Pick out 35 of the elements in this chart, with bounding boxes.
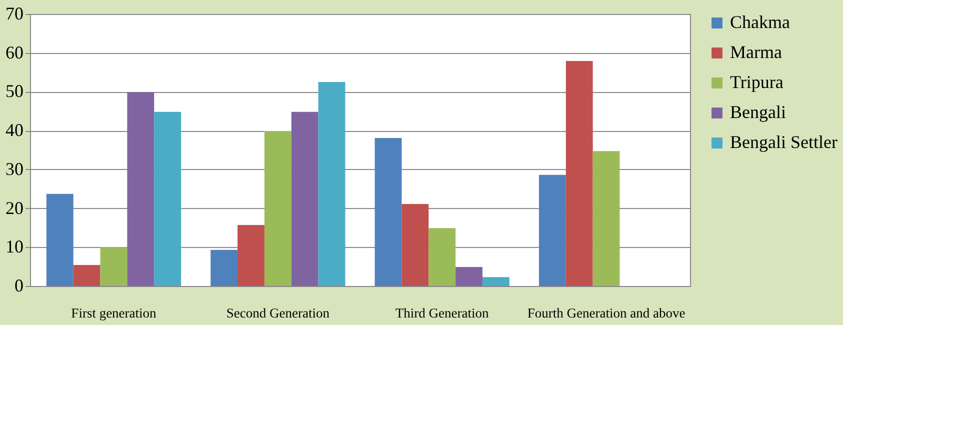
bar — [374, 138, 402, 286]
bar — [73, 265, 100, 286]
y-tick-label: 10 — [6, 236, 24, 257]
bar — [127, 92, 154, 286]
legend-label: Tripura — [730, 72, 784, 92]
y-tick-label: 60 — [6, 42, 24, 62]
bar — [538, 174, 566, 286]
legend-label: Bengali — [730, 102, 786, 122]
bar — [154, 112, 182, 286]
bar — [210, 250, 238, 286]
bar — [238, 224, 264, 286]
x-tick-label: First generation — [71, 306, 157, 320]
y-tick-label: 0 — [14, 276, 24, 296]
y-tick-label: 50 — [6, 81, 24, 102]
legend-label: Marma — [730, 42, 782, 62]
legend-label: Bengali Settler — [730, 132, 838, 152]
x-tick-label: Third Generation — [395, 306, 490, 320]
bar — [291, 112, 318, 286]
y-tick-label: 40 — [6, 120, 24, 140]
y-tick-label: 70 — [6, 4, 24, 24]
legend-label: Chakma — [730, 12, 790, 32]
bar — [482, 277, 510, 286]
bar — [100, 247, 128, 286]
bar — [566, 61, 593, 286]
bar — [46, 194, 74, 286]
x-tick-label: Fourth Generation and above — [527, 306, 686, 320]
y-tick-label: 20 — [6, 198, 24, 218]
bar — [318, 82, 346, 286]
bar — [264, 130, 292, 286]
bar — [402, 204, 429, 286]
bar — [428, 228, 456, 286]
y-tick-label: 30 — [6, 158, 24, 179]
bar — [592, 151, 620, 286]
bar — [456, 266, 482, 286]
x-tick-label: Second Generation — [226, 306, 330, 320]
